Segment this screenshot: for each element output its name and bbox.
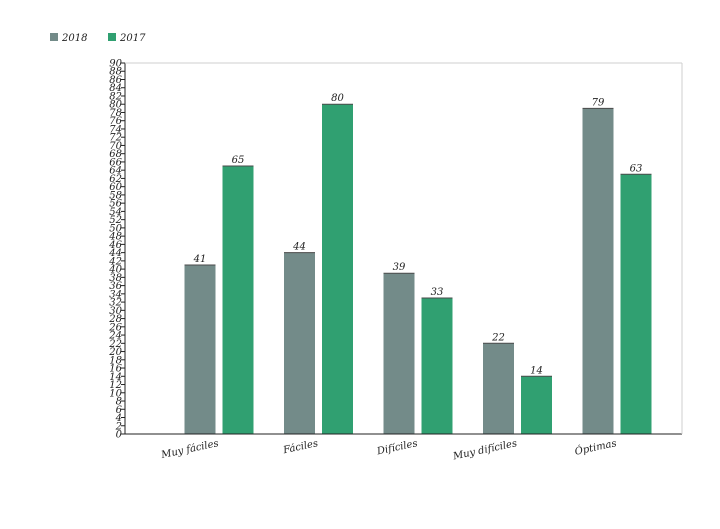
data-label-2017-1: 80 — [331, 93, 344, 104]
y-tick-label: 36 — [109, 281, 122, 292]
y-tick-label: 44 — [108, 248, 122, 259]
y-tick-label: 34 — [109, 289, 122, 300]
y-tick-label: 80 — [109, 100, 122, 111]
y-tick-label: 28 — [108, 314, 122, 325]
bar-2017-4 — [620, 174, 652, 435]
y-tick-label: 70 — [109, 141, 122, 152]
bars: 41 65 44 80 39 33 22 14 79 63 — [184, 93, 652, 435]
y-tick-label: 72 — [109, 133, 122, 144]
y-tick-label: 66 — [109, 157, 122, 168]
data-label-2017-4: 63 — [630, 163, 643, 174]
y-tick-label: 88 — [109, 67, 122, 78]
y-axis: 0246810121416182022242628303234363840424… — [108, 59, 126, 441]
y-tick-label: 46 — [108, 240, 122, 251]
y-tick-label: 58 — [109, 190, 122, 201]
x-tick-label: Fáciles — [281, 438, 319, 456]
y-tick-label: 32 — [109, 298, 122, 309]
y-tick-label: 10 — [109, 388, 122, 399]
y-tick-label: 38 — [109, 273, 122, 284]
y-tick-label: 76 — [109, 116, 122, 127]
y-tick-label: 2 — [115, 421, 122, 432]
y-tick-label: 68 — [109, 149, 122, 160]
y-tick-label: 22 — [108, 339, 122, 350]
data-label-2018-4: 79 — [592, 97, 605, 108]
y-tick-label: 54 — [109, 207, 122, 218]
data-label-2017-3: 14 — [530, 365, 543, 376]
bar-2018-0 — [184, 264, 216, 434]
bar-2018-1 — [284, 252, 315, 434]
bar-2018-3 — [483, 343, 514, 434]
data-label-2017-2: 33 — [431, 287, 444, 298]
y-tick-label: 62 — [109, 174, 122, 185]
bar-2018-2 — [383, 273, 415, 434]
data-label-2018-0: 41 — [193, 254, 207, 265]
bar-2017-2 — [421, 297, 453, 434]
data-label-2018-3: 22 — [491, 332, 505, 343]
y-tick-label: 26 — [108, 322, 122, 333]
y-tick-label: 90 — [109, 59, 122, 70]
y-tick-label: 86 — [109, 75, 122, 86]
x-tick-label: Difíciles — [375, 438, 419, 458]
y-tick-label: 52 — [109, 215, 122, 226]
x-tick-label: Muy fáciles — [159, 438, 219, 461]
x-tick-label: Óptimas — [574, 437, 618, 458]
y-tick-label: 18 — [109, 355, 122, 366]
y-tick-label: 8 — [116, 397, 122, 408]
legend-swatch-2018 — [50, 33, 58, 41]
data-label-2018-2: 39 — [393, 262, 406, 273]
y-tick-label: 30 — [109, 306, 122, 317]
y-tick-label: 84 — [109, 83, 122, 94]
bar-2017-3 — [521, 376, 552, 434]
bar-2018-4 — [582, 108, 614, 434]
x-tick-label: Muy difíciles — [451, 438, 518, 462]
y-tick-label: 50 — [109, 223, 122, 234]
y-tick-label: 78 — [109, 108, 122, 119]
y-tick-label: 6 — [116, 405, 123, 416]
y-tick-label: 40 — [108, 265, 122, 276]
legend-label-2018: 2018 — [61, 33, 87, 44]
y-tick-label: 56 — [109, 199, 122, 210]
y-tick-label: 16 — [109, 364, 122, 375]
data-label-2018-1: 44 — [292, 242, 306, 253]
data-label-2017-0: 65 — [232, 155, 245, 166]
bar-2017-1 — [322, 104, 353, 434]
bar-2017-0 — [222, 166, 254, 435]
y-tick-label: 48 — [108, 232, 122, 243]
y-tick-label: 82 — [109, 91, 122, 102]
y-tick-label: 42 — [108, 256, 122, 267]
y-tick-label: 60 — [109, 182, 122, 193]
legend: 2018 2017 — [50, 33, 146, 44]
y-tick-label: 64 — [109, 166, 122, 177]
y-tick-label: 20 — [108, 347, 122, 358]
y-tick-label: 0 — [116, 430, 123, 441]
y-tick-label: 14 — [109, 372, 122, 383]
legend-swatch-2017 — [108, 33, 116, 41]
y-tick-label: 4 — [115, 413, 122, 424]
y-tick-label: 12 — [109, 380, 122, 391]
legend-label-2017: 2017 — [119, 33, 146, 44]
y-tick-label: 74 — [109, 124, 122, 135]
y-tick-label: 24 — [108, 331, 122, 342]
